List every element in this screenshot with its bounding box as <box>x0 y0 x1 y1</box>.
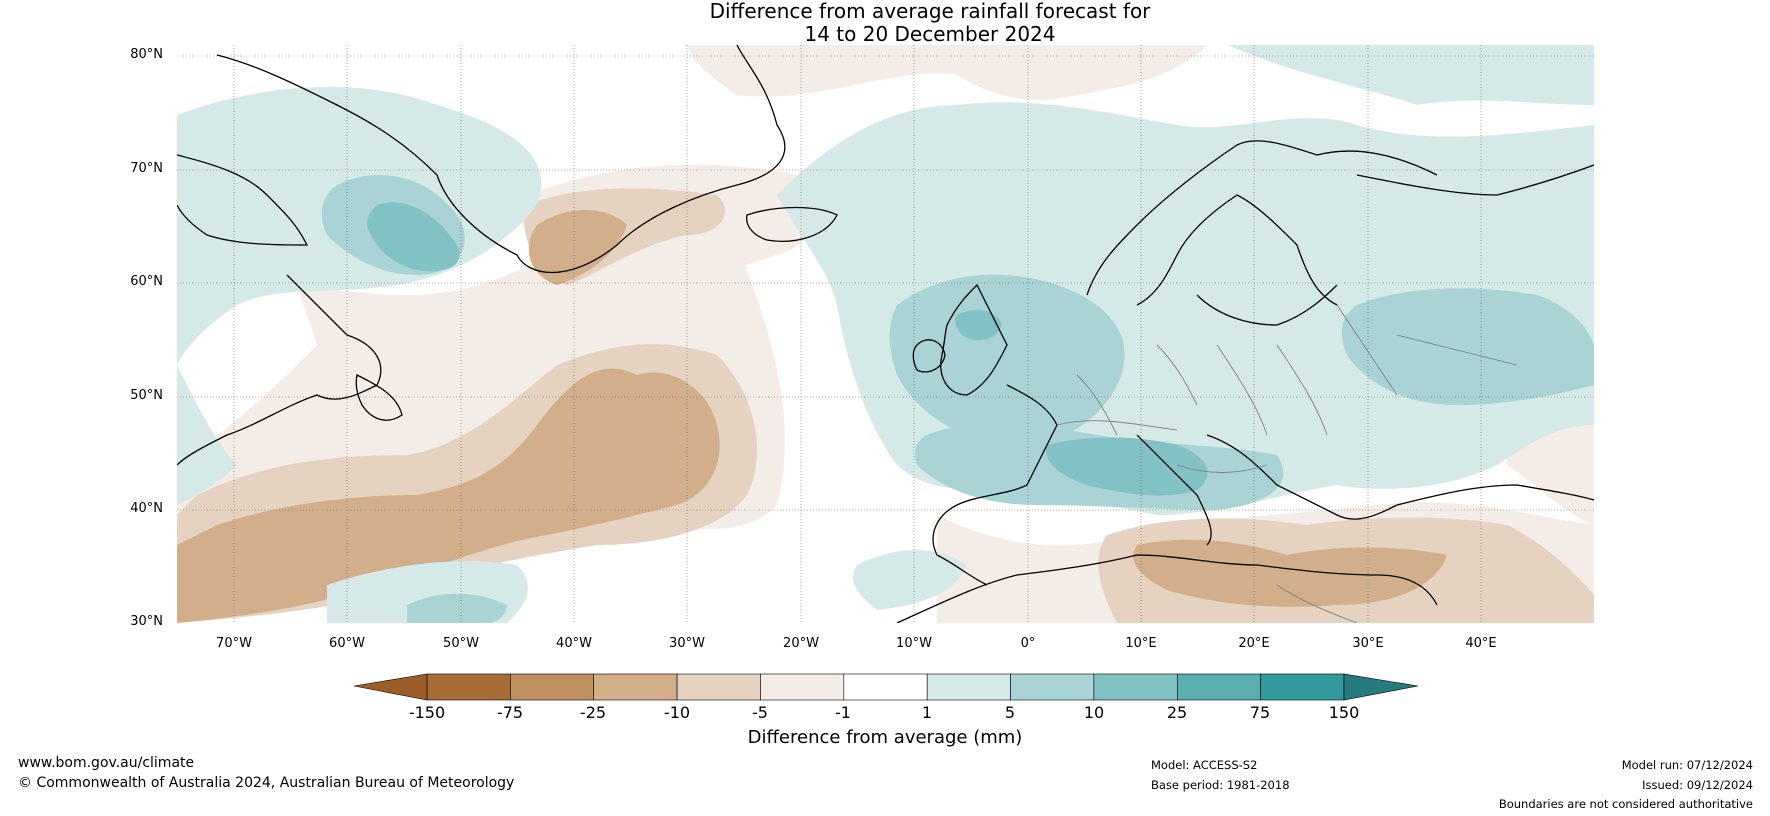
colorbar-tick: -5 <box>752 703 768 722</box>
colorbar-tick: -1 <box>835 703 851 722</box>
anomaly-wet-mid-uk <box>889 274 1125 445</box>
coast-greenland <box>216 45 786 274</box>
colorbar-segment <box>926 673 1011 701</box>
title-line-2: 14 to 20 December 2024 <box>804 22 1056 46</box>
colorbar-segment <box>843 673 928 701</box>
anomaly-wet-light-iberia <box>853 550 967 610</box>
coast-baltic <box>1196 284 1338 326</box>
colorbar-segment <box>1093 673 1178 701</box>
colorbar-tick: -25 <box>579 703 607 722</box>
anomaly-dry-strong-med <box>1133 539 1447 607</box>
colorbar <box>353 673 1419 701</box>
country-borders <box>1056 304 1518 623</box>
lon-label-10w: 10°W <box>896 636 932 651</box>
coast-iceland <box>746 206 838 242</box>
colorbar-segment <box>1260 673 1345 701</box>
coast-turkey <box>1396 484 1594 506</box>
lat-label-80n: 80°N <box>130 47 163 62</box>
coast-italy <box>1136 434 1212 546</box>
colorbar-segment <box>510 673 595 701</box>
coast-baffin <box>177 154 309 246</box>
title-line-1: Difference from average rainfall forecas… <box>709 0 1151 23</box>
anomaly-wet-mid-russia <box>1341 288 1594 405</box>
lat-label-70n: 70°N <box>130 161 163 176</box>
footer-copyright: © Commonwealth of Australia 2024, Austra… <box>18 775 515 791</box>
lon-label-40w: 40°W <box>556 636 592 651</box>
colorbar-tick: 1 <box>921 703 933 722</box>
footer-model-run: Model run: 07/12/2024 <box>1621 758 1753 772</box>
map-title: Difference from average rainfall forecas… <box>0 0 1770 46</box>
coast-labrador <box>177 274 382 466</box>
anomaly-dry-strong-atlantic <box>177 368 720 623</box>
map-svg <box>177 45 1594 623</box>
rainfall-map <box>177 45 1594 623</box>
coast-russia-arctic <box>1356 164 1594 196</box>
lat-label-30n: 30°N <box>130 614 163 629</box>
lon-label-20w: 20°W <box>783 636 819 651</box>
colorbar-tick: 5 <box>1004 703 1016 722</box>
colorbar-tick: -150 <box>408 703 446 722</box>
lat-label-40n: 40°N <box>130 501 163 516</box>
colorbar-tick: 10 <box>1083 703 1105 722</box>
colorbar-tick: 75 <box>1249 703 1271 722</box>
anomaly-wet-strong-north-sea <box>955 309 1002 341</box>
lon-label-70w: 70°W <box>216 636 252 651</box>
lon-label-50w: 50°W <box>443 636 479 651</box>
colorbar-tick: 150 <box>1328 703 1360 722</box>
anomaly-dry-strong-greenland <box>528 210 627 285</box>
colorbar-tick: -10 <box>663 703 691 722</box>
anomaly-wet-light-labrador-south <box>177 365 237 505</box>
lat-label-60n: 60°N <box>130 274 163 289</box>
colorbar-over-arrow <box>1343 673 1419 701</box>
map-gridlines <box>177 45 1594 623</box>
coast-uk <box>940 283 1008 396</box>
footer-website: www.bom.gov.au/climate <box>18 755 195 771</box>
lon-label-20e: 20°E <box>1238 636 1270 651</box>
colorbar-segment <box>760 673 845 701</box>
coast-newfoundland <box>355 374 403 421</box>
coast-norway <box>1086 140 1438 296</box>
coast-ireland <box>912 339 946 373</box>
colorbar-segment <box>426 673 511 701</box>
colorbar-segment <box>676 673 761 701</box>
lon-label-60w: 60°W <box>329 636 365 651</box>
footer-base-period: Base period: 1981-2018 <box>1151 778 1290 792</box>
anomaly-dry-light-arctic <box>687 45 1207 100</box>
anomaly-wet-light-arctic-east <box>1227 45 1594 105</box>
footer-disclaimer: Boundaries are not considered authoritat… <box>1498 797 1753 811</box>
lon-label-10e: 10°E <box>1125 636 1157 651</box>
footer-issued: Issued: 09/12/2024 <box>1642 778 1753 792</box>
coast-sweden-finland <box>1136 194 1338 306</box>
lat-label-50n: 50°N <box>130 388 163 403</box>
coastlines <box>177 45 1594 623</box>
anomaly-wet-mid-sw <box>407 593 507 623</box>
lon-label-30e: 30°E <box>1352 636 1384 651</box>
anomaly-wet-strong-alps <box>1046 437 1208 496</box>
coast-balkans <box>1206 434 1398 520</box>
colorbar-segment <box>1176 673 1261 701</box>
anomaly-wet-strong-greenland <box>367 202 460 272</box>
colorbar-tick: 25 <box>1166 703 1188 722</box>
colorbar-tick: -75 <box>496 703 524 722</box>
colorbar-under-arrow <box>353 673 428 701</box>
colorbar-segment <box>593 673 678 701</box>
colorbar-segment <box>1010 673 1095 701</box>
lon-label-0: 0° <box>1020 636 1036 651</box>
lon-label-40e: 40°E <box>1465 636 1497 651</box>
colorbar-label: Difference from average (mm) <box>747 727 1023 748</box>
footer-model: Model: ACCESS-S2 <box>1151 758 1258 772</box>
coast-north-africa <box>896 554 1438 623</box>
lon-label-30w: 30°W <box>669 636 705 651</box>
coast-europe-west <box>932 384 1058 586</box>
